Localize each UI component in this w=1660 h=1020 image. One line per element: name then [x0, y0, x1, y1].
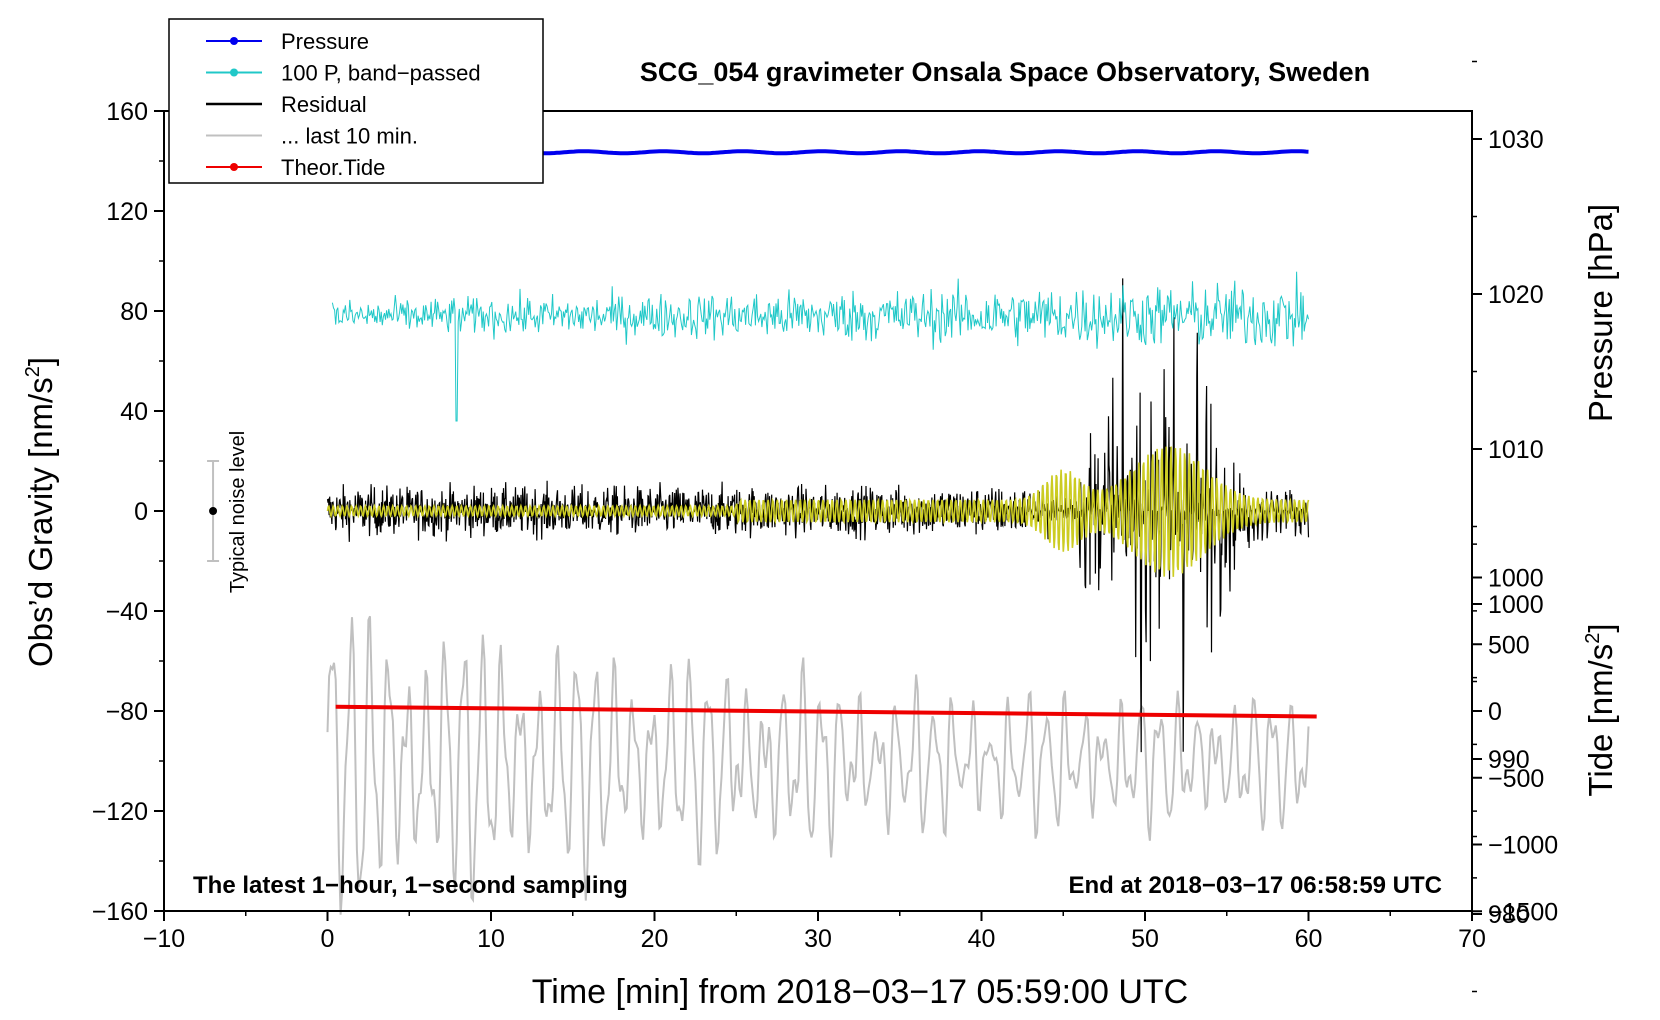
series-layer — [207, 149, 1317, 915]
x-axis-label: Time [min] from 2018−03−17 05:59:00 UTC — [532, 973, 1188, 1011]
x-tick-label-7: 60 — [1295, 925, 1323, 953]
y-tick-label-1: −120 — [92, 798, 148, 826]
tide-tick-label-1: 500 — [1488, 631, 1530, 659]
noise-level-label: Typical noise level — [227, 431, 249, 593]
x-tick-label-6: 50 — [1131, 925, 1159, 953]
series-last-10-min — [326, 615, 1310, 915]
y-axis-label-tide: Tide [nm/s2] — [1582, 623, 1619, 796]
pressure-tick-label-1: 990 — [1488, 746, 1530, 774]
y-axis-label-left-sup: 2 — [22, 366, 44, 377]
axes-layer: −10 0 10 20 30 40 50 60 70−160−120−80−4004080120… — [92, 60, 1558, 993]
x-tick-label-2: 10 — [477, 925, 505, 953]
legend-label-2: Residual — [281, 92, 367, 117]
tide-tick-label-2: 0 — [1488, 698, 1502, 726]
y-axis-label-pressure: Pressure [hPa] — [1582, 204, 1619, 422]
y-tick-label-2: −80 — [106, 698, 148, 726]
x-tick-label-1: 0 — [321, 925, 335, 953]
legend-label-4: Theor.Tide — [281, 155, 385, 180]
chart-title: SCG_054 gravimeter Onsala Space Observat… — [640, 57, 1370, 87]
legend-box — [168, 18, 544, 184]
x-tick-label-8: 70 — [1458, 925, 1486, 953]
y-tick-label-5: 40 — [120, 398, 148, 426]
y-axis-label-tide-end: ] — [1582, 623, 1619, 632]
pressure-tick-label-0: 980 — [1488, 901, 1530, 929]
pressure-tick-label-5: 1030 — [1488, 126, 1544, 154]
pressure-tick-label-4: 1020 — [1488, 281, 1544, 309]
legend-marker-0 — [230, 37, 238, 45]
pressure-tick-label-3: 1010 — [1488, 436, 1544, 464]
y-tick-label-7: 120 — [106, 198, 148, 226]
x-tick-label-3: 20 — [641, 925, 669, 953]
x-tick-label-4: 30 — [804, 925, 832, 953]
y-tick-label-8: 160 — [106, 98, 148, 126]
x-tick-label-0: −10 — [143, 925, 185, 953]
tide-tick-label-3: −500 — [1488, 765, 1544, 793]
tide-tick-label-0: 1000 — [1488, 565, 1544, 593]
series-pressure-bandpassed — [331, 271, 1309, 422]
noise-level-bar — [207, 460, 220, 562]
y-axis-label-left-end: ] — [22, 357, 59, 366]
legend-label-1: 100 P, band−passed — [281, 61, 481, 86]
noise-bar-point — [209, 507, 218, 515]
x-tick-label-5: 40 — [968, 925, 996, 953]
pressure-tick-label-2: 1000 — [1488, 591, 1544, 619]
tide-tick-label-5: −1500 — [1488, 898, 1558, 926]
y-axis-label-tide-main: Tide [nm/s — [1582, 644, 1619, 797]
legend: Pressure 100 P, band−passed Residual ... la… — [168, 18, 544, 184]
legend-label-3: ... last 10 min. — [281, 124, 418, 149]
y-tick-label-4: 0 — [134, 498, 148, 526]
y-axis-label-left: Obs’d Gravity [nm/s2] — [22, 357, 59, 667]
y-tick-label-0: −160 — [92, 898, 148, 926]
y-axis-label-left-main: Obs’d Gravity [nm/s — [22, 377, 59, 667]
legend-label-0: Pressure — [281, 29, 369, 54]
annotation-end-time: End at 2018−03−17 06:58:59 UTC — [1068, 872, 1442, 899]
series-theor-tide — [335, 704, 1317, 719]
legend-marker-1 — [230, 68, 238, 77]
annotation-latest-hour: The latest 1−hour, 1−second sampling — [193, 872, 628, 899]
y-axis-label-tide-sup: 2 — [1582, 633, 1604, 644]
y-tick-label-3: −40 — [106, 598, 148, 626]
tide-tick-label-4: −1000 — [1488, 832, 1558, 860]
series-residual-smoothed — [326, 446, 1310, 577]
legend-marker-4 — [230, 163, 238, 171]
y-tick-label-6: 80 — [120, 298, 148, 326]
